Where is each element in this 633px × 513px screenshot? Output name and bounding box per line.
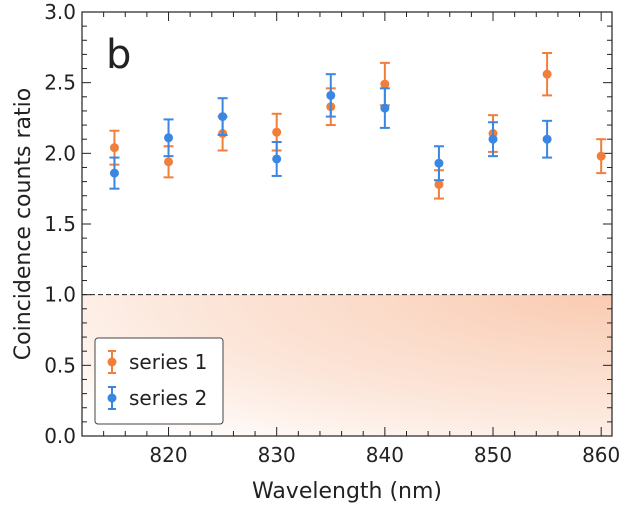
data-point bbox=[272, 154, 282, 164]
data-point bbox=[542, 69, 552, 79]
data-point bbox=[164, 157, 174, 167]
y-axis-label: Coincidence counts ratio bbox=[11, 88, 36, 360]
x-tick-label: 820 bbox=[149, 443, 187, 467]
legend-marker bbox=[107, 357, 117, 367]
data-point bbox=[488, 134, 498, 144]
legend: series 1 series 2 bbox=[94, 337, 224, 425]
data-point bbox=[109, 143, 119, 153]
data-point bbox=[380, 103, 390, 113]
y-axis-ticks: 0.0 0.5 1.0 1.5 2.0 2.5 3.0 bbox=[44, 0, 612, 448]
data-marks bbox=[109, 51, 607, 200]
y-tick-label: 0.0 bbox=[44, 424, 76, 448]
data-point bbox=[109, 168, 119, 178]
legend-box bbox=[94, 337, 224, 425]
y-tick-label: 2.0 bbox=[44, 141, 76, 165]
x-tick-label: 840 bbox=[366, 443, 404, 467]
legend-label: series 2 bbox=[129, 386, 207, 410]
y-tick-label: 1.0 bbox=[44, 283, 76, 307]
panel-label: b bbox=[106, 32, 131, 78]
y-tick-label: 1.5 bbox=[44, 212, 76, 236]
y-tick-label: 0.5 bbox=[44, 353, 76, 377]
series-2 bbox=[109, 73, 553, 190]
y-tick-label: 2.5 bbox=[44, 71, 76, 95]
data-point bbox=[272, 127, 282, 137]
data-point bbox=[434, 179, 444, 189]
legend-marker bbox=[107, 393, 117, 403]
data-point bbox=[326, 90, 336, 100]
data-point bbox=[380, 79, 390, 89]
plot-frame bbox=[81, 11, 613, 437]
x-tick-label: 860 bbox=[582, 443, 620, 467]
x-axis-ticks: 820 830 840 850 860 bbox=[81, 12, 620, 467]
x-tick-label: 850 bbox=[474, 443, 512, 467]
x-axis-label: Wavelength (nm) bbox=[252, 479, 442, 504]
data-point bbox=[164, 133, 174, 143]
data-point bbox=[596, 151, 606, 161]
y-tick-label: 3.0 bbox=[44, 0, 76, 24]
data-point bbox=[218, 112, 228, 122]
series-1 bbox=[109, 51, 607, 200]
data-point bbox=[542, 134, 552, 144]
legend-label: series 1 bbox=[129, 350, 207, 374]
data-point bbox=[434, 158, 444, 168]
x-tick-label: 830 bbox=[258, 443, 296, 467]
